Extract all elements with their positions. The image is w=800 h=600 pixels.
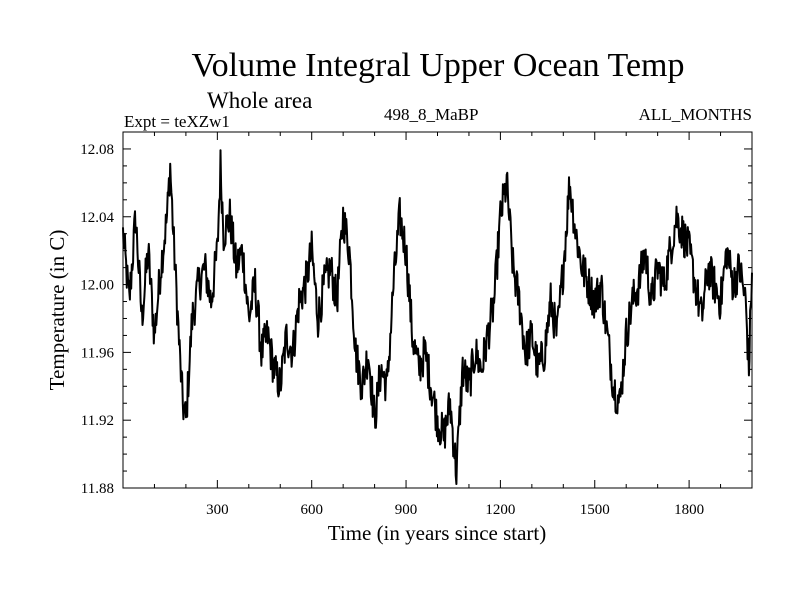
y-axis: 11.88 11.92 11.96 12.00 12.04 12.08 — [80, 142, 752, 497]
chart-title: Volume Integral Upper Ocean Temp — [191, 47, 685, 84]
x-tick-label: 300 — [206, 502, 229, 518]
x-tick-label: 1500 — [580, 502, 610, 518]
y-tick-label: 12.04 — [80, 210, 114, 226]
experiment-label: Expt = teXZw1 — [124, 112, 230, 131]
y-tick-label: 11.88 — [81, 481, 114, 497]
y-tick-label: 12.08 — [80, 142, 114, 158]
x-tick-label: 1200 — [485, 502, 515, 518]
x-tick-label: 600 — [300, 502, 323, 518]
y-tick-label: 11.92 — [81, 413, 114, 429]
months-label: ALL_MONTHS — [638, 105, 752, 124]
x-axis: 300 600 900 1200 1500 1800 — [153, 132, 722, 518]
y-tick-label: 11.96 — [81, 345, 115, 361]
x-axis-label: Time (in years since start) — [328, 521, 547, 545]
run-label: 498_8_MaBP — [384, 105, 479, 124]
y-tick-label: 12.00 — [80, 278, 114, 294]
series-line — [122, 149, 753, 485]
x-tick-label: 900 — [395, 502, 418, 518]
x-tick-label: 1800 — [674, 502, 704, 518]
y-axis-label: Temperature (in C) — [45, 230, 69, 391]
chart-subtitle: Whole area — [207, 88, 313, 113]
